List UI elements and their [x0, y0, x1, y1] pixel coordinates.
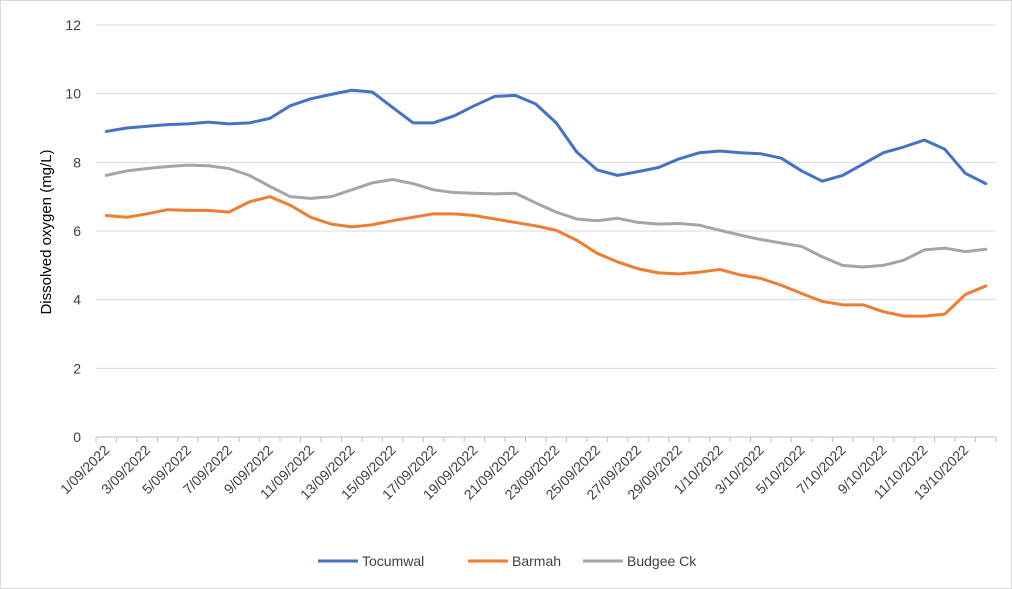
series-line-budgee-ck	[104, 163, 988, 269]
legend: Tocumwal Barmah Budgee Ck	[318, 553, 697, 569]
y-tick-label: 8	[73, 154, 81, 170]
y-tick-label: 6	[73, 223, 81, 239]
legend-label: Budgee Ck	[627, 553, 697, 569]
series-line-tocumwal	[104, 88, 988, 186]
x-axis	[95, 436, 997, 442]
y-tick-label: 0	[73, 429, 81, 445]
series-lines	[104, 88, 988, 318]
legend-label: Tocumwal	[362, 553, 424, 569]
y-tick-label: 4	[73, 292, 81, 308]
y-axis-ticks: 0 2 4 6 8 10 12	[65, 17, 81, 445]
y-axis-title: Dissolved oxygen (mg/L)	[38, 149, 55, 314]
gridlines	[96, 24, 996, 369]
y-tick-label: 12	[65, 17, 81, 33]
y-tick-label: 10	[65, 86, 81, 102]
series-line-barmah	[104, 195, 988, 318]
y-tick-label: 2	[73, 360, 81, 376]
legend-label: Barmah	[512, 553, 561, 569]
